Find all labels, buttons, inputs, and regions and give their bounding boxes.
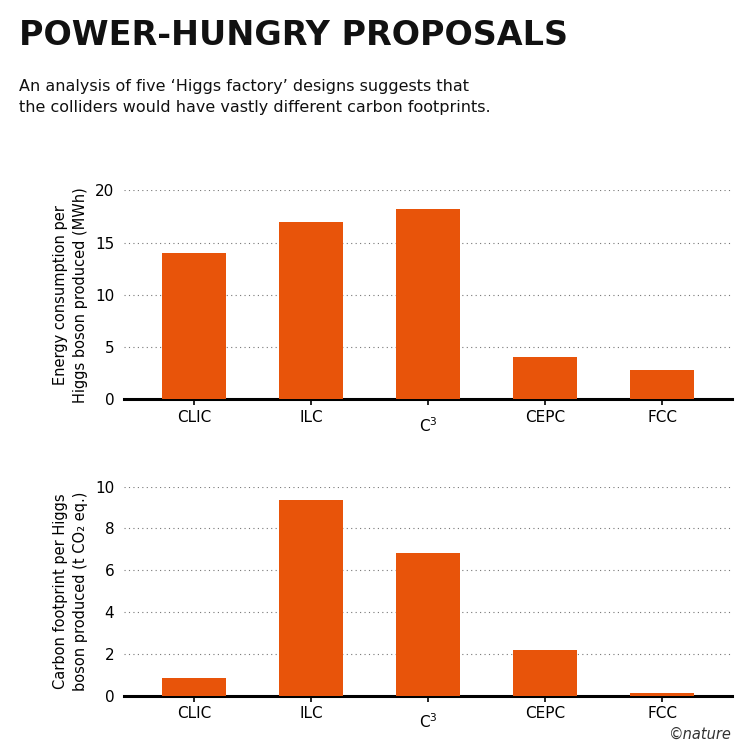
Bar (162, 253, 226, 399)
Bar (513, 650, 578, 696)
Y-axis label: Energy consumption per
Higgs boson produced (MWh): Energy consumption per Higgs boson produ… (53, 187, 88, 403)
Bar (162, 678, 226, 696)
Text: C$^{3}$: C$^{3}$ (419, 712, 437, 731)
Bar (630, 693, 694, 696)
Text: POWER-HUNGRY PROPOSALS: POWER-HUNGRY PROPOSALS (19, 19, 568, 52)
Bar (396, 554, 460, 696)
Y-axis label: Carbon footprint per Higgs
boson produced (t CO₂ eq.): Carbon footprint per Higgs boson produce… (53, 491, 88, 691)
Text: ©nature: ©nature (669, 727, 732, 742)
Bar (513, 357, 578, 399)
Bar (279, 222, 343, 399)
Text: C$^{3}$: C$^{3}$ (419, 416, 437, 435)
Bar (630, 370, 694, 399)
Text: An analysis of five ‘Higgs factory’ designs suggests that
the colliders would ha: An analysis of five ‘Higgs factory’ desi… (19, 79, 490, 114)
Bar (279, 500, 343, 696)
Bar (396, 209, 460, 399)
